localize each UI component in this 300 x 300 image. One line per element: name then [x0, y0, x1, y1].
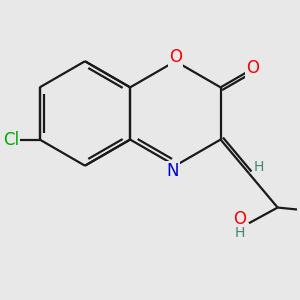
Text: H: H: [253, 160, 264, 174]
Text: N: N: [167, 162, 179, 180]
Text: Cl: Cl: [3, 130, 19, 148]
Text: O: O: [246, 59, 259, 77]
Text: O: O: [169, 48, 182, 66]
Text: H: H: [234, 226, 245, 240]
Text: O: O: [233, 210, 246, 228]
